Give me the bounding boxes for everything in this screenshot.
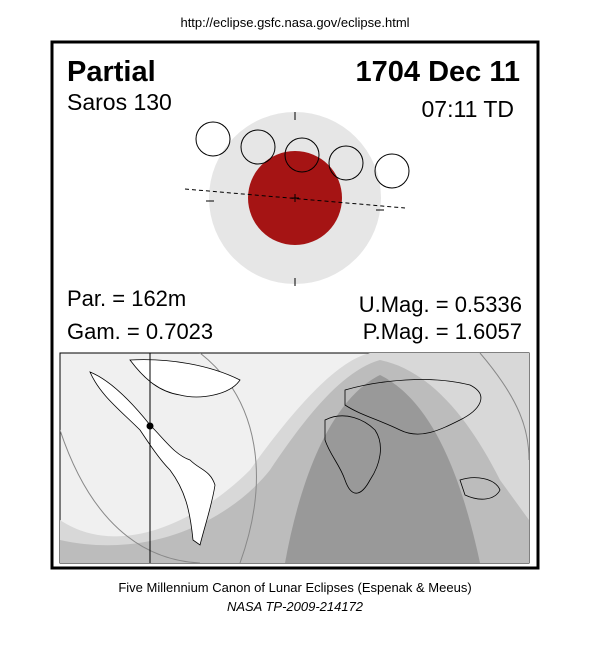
contour xyxy=(479,353,529,461)
africa xyxy=(324,415,381,494)
north-america xyxy=(129,359,241,398)
url: http://eclipse.gsfc.nasa.gov/eclipse.htm… xyxy=(180,15,409,30)
full-visibility-zone xyxy=(285,375,480,563)
footer-reference: NASA TP-2009-214172 xyxy=(227,599,364,614)
moon xyxy=(195,121,231,157)
contour xyxy=(60,429,201,563)
moon xyxy=(374,153,410,189)
moon xyxy=(328,145,364,181)
time: 07:11 TD xyxy=(422,96,514,122)
shadow-diagram xyxy=(184,112,410,286)
penumbral-magnitude: P.Mag. = 1.6057 xyxy=(363,319,522,344)
gamma: Gam. = 0.7023 xyxy=(67,319,213,344)
moon xyxy=(284,137,320,173)
visibility-map xyxy=(59,352,530,564)
moon-path xyxy=(184,188,406,209)
eclipse-type: Partial xyxy=(67,56,156,88)
umbral-magnitude: U.Mag. = 0.5336 xyxy=(359,292,522,317)
date: 1704 Dec 11 xyxy=(356,56,520,88)
partial-duration: Par. = 162m xyxy=(67,286,186,311)
moon xyxy=(240,129,276,165)
australia xyxy=(459,477,501,500)
footer-source: Five Millennium Canon of Lunar Eclipses … xyxy=(118,580,471,595)
subsolar-point xyxy=(146,422,154,430)
saros: Saros 130 xyxy=(67,89,172,115)
eurasia xyxy=(344,379,482,435)
